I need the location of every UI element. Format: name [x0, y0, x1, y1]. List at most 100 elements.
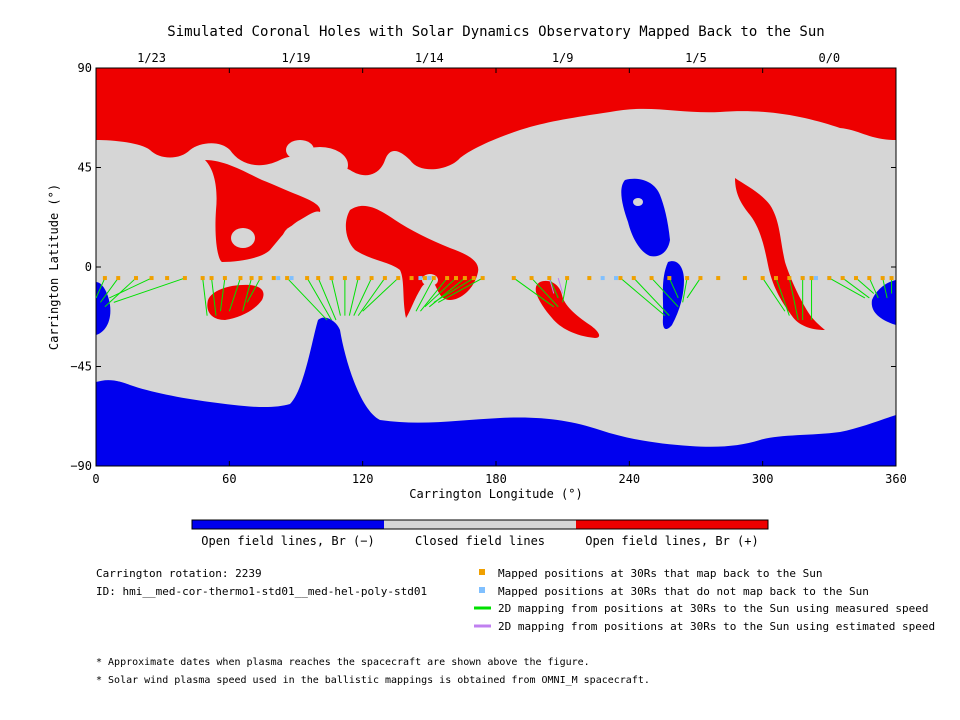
mapped-point: [209, 276, 214, 281]
mapping-line-measured: [433, 277, 475, 303]
colorbar-closed: [384, 520, 576, 529]
mapped-point: [396, 276, 401, 281]
chart-title: Simulated Coronal Holes with Solar Dynam…: [167, 24, 824, 40]
mapping-line-measured: [362, 277, 399, 312]
mapping-line-measured: [437, 277, 483, 303]
mapped-point: [800, 276, 805, 281]
unmapped-point: [600, 276, 605, 281]
date-tick-label: 1/5: [685, 51, 707, 65]
mapping-line-measured: [633, 277, 670, 316]
y-tick-label: −45: [70, 360, 92, 374]
mapped-point: [422, 276, 427, 281]
x-tick-label: 360: [885, 472, 907, 486]
legend-marker-mapped: [479, 569, 485, 575]
negative-edge-right: [871, 280, 896, 325]
y-tick-label: 45: [78, 161, 92, 175]
negative-edge-left: [96, 282, 111, 335]
colorbar-label-negative: Open field lines, Br (−): [201, 534, 374, 548]
x-tick-label: 240: [618, 472, 640, 486]
mapping-line-measured: [513, 277, 555, 308]
mapping-line-measured: [668, 277, 679, 299]
mapped-point: [649, 276, 654, 281]
mapping-line-measured: [100, 277, 119, 303]
mapped-point: [249, 276, 254, 281]
mapped-point: [258, 276, 263, 281]
unmapped-point: [276, 276, 281, 281]
mapping-line-measured: [842, 277, 870, 299]
mapping-line-measured: [686, 277, 701, 299]
mapping-line-measured: [357, 277, 386, 316]
mapped-point: [631, 276, 636, 281]
mapping-line-measured: [353, 277, 373, 316]
positive-stripe-300: [735, 178, 825, 330]
coronal-hole-map: [96, 68, 896, 466]
mapping-line-measured: [109, 277, 152, 299]
date-tick-label: 0/0: [818, 51, 840, 65]
mapped-point: [698, 276, 703, 281]
mapped-point: [454, 276, 458, 281]
closed-island-e: [402, 182, 418, 194]
carrington-rotation: Carrington rotation: 2239: [96, 567, 262, 580]
colorbar-negative: [192, 520, 384, 529]
colorbar-label-closed: Closed field lines: [415, 534, 545, 548]
mapping-line-measured: [228, 277, 241, 312]
mapping-line-measured: [202, 277, 208, 316]
mapping-line-measured: [415, 277, 435, 312]
legend-label-unmapped: Mapped positions at 30Rs that do not map…: [498, 585, 869, 598]
mapped-point: [431, 276, 436, 281]
mapped-point: [445, 276, 450, 281]
positive-patch-55: [207, 284, 264, 320]
legend-label-estimated: 2D mapping from positions at 30Rs to the…: [498, 620, 935, 633]
mapping-line-measured: [317, 277, 337, 321]
mapped-point: [382, 276, 387, 281]
mapping-line-measured: [762, 277, 786, 312]
legend-label-mapped: Mapped positions at 30Rs that map back t…: [498, 567, 823, 580]
mapped-point: [480, 276, 485, 281]
mapped-point: [547, 276, 552, 281]
date-tick-label: 1/14: [415, 51, 444, 65]
legend: Mapped positions at 30Rs that map back t…: [474, 567, 935, 633]
mapped-point: [134, 276, 138, 281]
mapped-point: [165, 276, 170, 281]
x-tick-label: 300: [752, 472, 774, 486]
closed-island-b: [286, 140, 314, 160]
mapped-point: [716, 276, 721, 281]
mapped-point: [342, 276, 347, 281]
mapped-point: [867, 276, 872, 281]
mapped-point: [316, 276, 321, 281]
mapped-point: [200, 276, 205, 281]
mapped-point: [285, 276, 290, 281]
mapping-line-measured: [348, 277, 359, 316]
unmapped-point: [814, 276, 818, 281]
mapped-point: [787, 276, 792, 281]
mapped-point: [116, 276, 121, 281]
mapping-line-measured: [424, 277, 457, 308]
mapping-line-measured: [113, 277, 186, 303]
mapped-point: [742, 276, 747, 281]
date-tick-label: 1/19: [282, 51, 311, 65]
legend-label-measured: 2D mapping from positions at 30Rs to the…: [498, 602, 928, 615]
closed-island-f: [428, 206, 468, 234]
x-tick-label: 120: [352, 472, 374, 486]
mapping-line-measured: [420, 277, 448, 312]
x-tick-label: 0: [92, 472, 99, 486]
mapping-line-measured: [651, 277, 679, 308]
unmapped-point: [418, 276, 423, 281]
mapped-point: [565, 276, 570, 281]
date-tick-labels: 1/23 1/19 1/14 1/9 1/5 0/0: [137, 51, 840, 65]
colorbar-positive: [576, 520, 768, 529]
y-axis-ticks: 90 45 0 −45 −90: [70, 61, 896, 473]
mapping-line-estimated: [557, 277, 564, 294]
mapped-point: [529, 276, 534, 281]
mapping-line-measured: [682, 277, 688, 303]
mapped-point: [329, 276, 334, 281]
positive-patch-205: [535, 280, 600, 338]
mapped-point: [369, 276, 374, 281]
mapped-point: [618, 276, 623, 281]
mapping-line-measured: [531, 277, 559, 308]
mapping-line-measured: [306, 277, 332, 321]
mapped-point: [305, 276, 310, 281]
mapped-point: [774, 276, 778, 281]
mapping-line-measured: [211, 277, 217, 316]
